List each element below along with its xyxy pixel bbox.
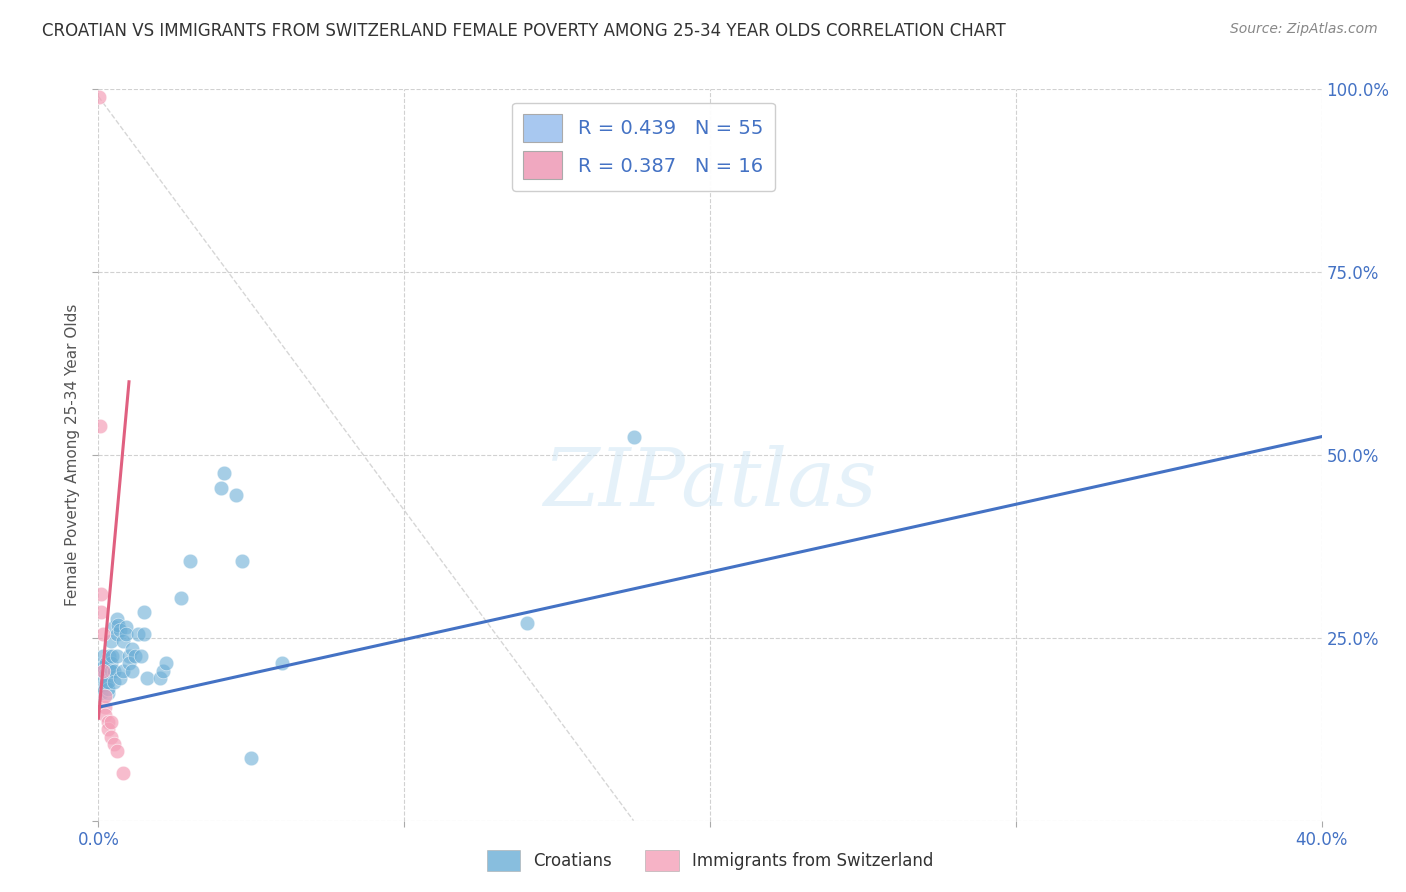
Point [105,744,128,758]
Point [105,649,128,664]
Point [111,664,134,678]
Point [97,686,120,700]
Point [129,649,152,664]
Point [91,627,114,641]
Point [101,649,124,664]
Point [155,657,177,671]
Point [98,660,121,674]
Point [179,554,201,568]
Point [90,660,112,674]
Point [94,674,117,689]
Point [623,430,645,444]
Point [91,660,114,674]
Point [118,657,141,671]
Point [105,613,128,627]
Point [100,634,122,648]
Point [91,649,114,664]
Point [127,627,149,641]
Point [93,678,115,692]
Point [240,751,263,765]
Point [111,634,134,648]
Point [212,466,235,480]
Point [121,641,143,656]
Point [108,624,131,638]
Point [89,671,111,685]
Point [100,730,122,744]
Point [97,723,120,737]
Point [97,681,120,696]
Point [93,700,115,714]
Point [90,686,112,700]
Point [89,418,111,433]
Point [108,671,131,685]
Point [100,664,122,678]
Point [270,657,292,671]
Point [209,481,232,495]
Point [93,690,115,704]
Point [118,649,141,664]
Point [231,554,253,568]
Point [93,707,115,722]
Point [134,627,156,641]
Point [134,605,156,619]
Point [136,671,159,685]
Point [100,714,122,729]
Point [103,737,125,751]
Point [91,664,114,678]
Point [93,667,115,681]
Point [225,488,247,502]
Text: Source: ZipAtlas.com: Source: ZipAtlas.com [1230,22,1378,37]
Point [97,714,120,729]
Point [107,617,129,632]
Point [115,620,138,634]
Point [89,89,111,103]
Point [111,766,134,780]
Point [115,627,138,641]
Y-axis label: Female Poverty Among 25-34 Year Olds: Female Poverty Among 25-34 Year Olds [65,304,80,606]
Point [516,616,538,631]
Point [152,664,174,678]
Point [121,664,143,678]
Point [90,587,112,601]
Point [97,664,120,678]
Text: ZIPatlas: ZIPatlas [543,445,877,523]
Text: CROATIAN VS IMMIGRANTS FROM SWITZERLAND FEMALE POVERTY AMONG 25-34 YEAR OLDS COR: CROATIAN VS IMMIGRANTS FROM SWITZERLAND … [42,22,1005,40]
Point [98,649,121,664]
Point [103,674,125,689]
Point [94,657,117,671]
Point [105,627,128,641]
Point [103,620,125,634]
Point [124,649,146,664]
Point [97,674,120,689]
Point [149,671,172,685]
Point [103,664,125,678]
Point [100,657,122,671]
Legend: Croatians, Immigrants from Switzerland: Croatians, Immigrants from Switzerland [479,844,941,878]
Point [90,605,112,619]
Point [170,591,193,605]
